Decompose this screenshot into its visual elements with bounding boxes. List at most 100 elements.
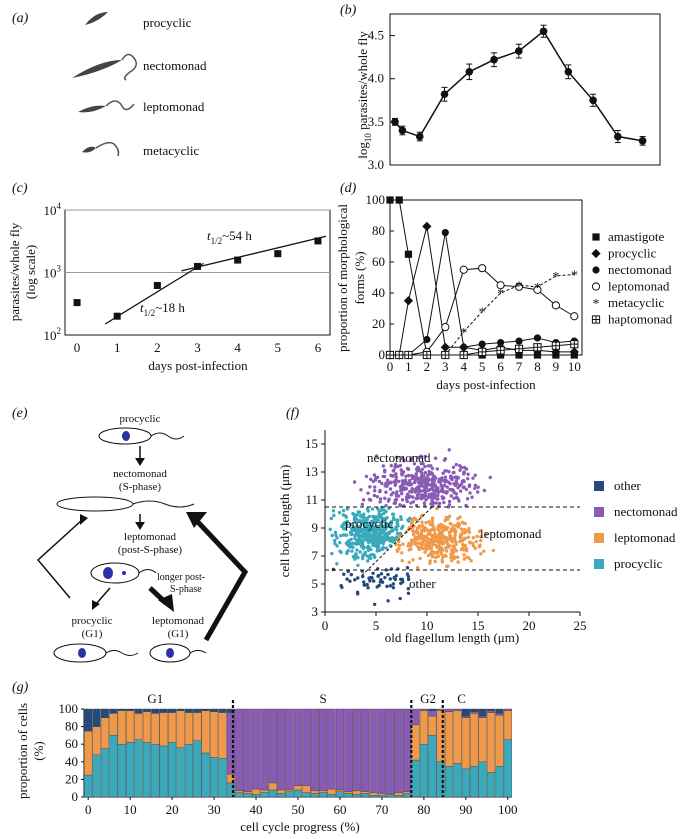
panel-g-bar-procyclic [117, 744, 126, 798]
legend-label-procyclic: procyclic [608, 246, 657, 261]
panel-f-point-leptomonad [441, 555, 445, 559]
panel-g-bar-other [151, 708, 160, 714]
legend-marker-nectomonad [592, 266, 600, 274]
panel-g-bar-nectomonad [461, 715, 470, 718]
panel-f-point-leptomonad [434, 536, 438, 540]
panel-f-point-other [386, 599, 390, 603]
legend-label-procyclic: procyclic [614, 556, 663, 571]
procyclic-cell-icon [85, 12, 108, 25]
panel-d-point-amastigote [515, 351, 523, 359]
panel-d-xtick-label: 8 [534, 359, 541, 374]
leptomonad-cell-diagram [90, 562, 157, 584]
panel-f-point-nectomonad [393, 465, 397, 469]
panel-f-point-nectomonad [383, 470, 387, 474]
legend-label-other: other [614, 478, 641, 493]
panel-g-bar-other [428, 708, 437, 711]
panel-g-bar-procyclic [285, 791, 294, 798]
panel-f-point-procyclic [371, 536, 375, 540]
panel-g-xtick-label: 90 [459, 802, 472, 817]
panel-f-point-procyclic [342, 520, 347, 525]
panel-g-bar-procyclic [243, 793, 252, 798]
form-label-metacyclic: metacyclic [143, 143, 200, 158]
panel-f-point-leptomonad [417, 547, 421, 552]
panel-f-point-procyclic [384, 546, 389, 550]
panel-f-point-procyclic [395, 521, 399, 525]
panel-f-point-procyclic [348, 522, 353, 527]
panel-f-point-procyclic [358, 550, 362, 554]
panel-f-point-nectomonad [473, 486, 477, 490]
panel-g-bar-nectomonad [344, 708, 353, 792]
panel-f-point-procyclic [350, 549, 354, 553]
panel-f-point-leptomonad [448, 538, 452, 542]
panel-g-bar-procyclic [151, 744, 160, 798]
panel-f-point-other [372, 602, 377, 607]
panel-b-point [490, 55, 498, 64]
panel-f-point-procyclic [348, 542, 352, 547]
panel-f-point-leptomonad [430, 516, 435, 520]
panel-f-point-leptomonad [449, 552, 453, 556]
panel-f-point-nectomonad [452, 496, 456, 500]
panel-g-bar-procyclic [495, 766, 504, 798]
panel-f-point-leptomonad [471, 543, 476, 548]
panel-f-points [328, 448, 495, 607]
panel-g-bar-procyclic [344, 793, 353, 798]
panel-f-point-nectomonad [442, 458, 447, 462]
panel-g-bar-other [168, 708, 177, 713]
panel-d-point-haptomonad-cross [496, 346, 505, 354]
panel-f-point-nectomonad [430, 487, 435, 491]
panel-f-point-leptomonad [484, 532, 488, 537]
legend-marker-leptomonad [591, 282, 601, 291]
panel-f-point-leptomonad [461, 542, 465, 547]
panel-f-point-nectomonad [359, 488, 363, 492]
panel-g-bar-nectomonad [319, 708, 328, 792]
panel-f-point-procyclic [366, 530, 371, 535]
panel-f: (f) cell body length (μm) old flagellum … [277, 406, 678, 645]
diagram-leptomonad-label: leptomonad [124, 531, 176, 543]
panel-c-point [274, 250, 282, 258]
panel-d-xtick-label: 3 [442, 359, 449, 374]
panel-f-point-nectomonad [352, 480, 357, 484]
panel-f-point-procyclic [389, 523, 393, 527]
panel-f-point-procyclic [354, 542, 358, 546]
panel-f-point-nectomonad [420, 476, 424, 481]
panel-g-bar-other [193, 708, 202, 713]
panel-g-bar-procyclic [134, 739, 143, 798]
panel-f-point-leptomonad [407, 560, 411, 565]
panel-f-point-other [385, 584, 389, 589]
diagram-g1-label-a: (G1) [82, 628, 103, 640]
panel-g-bar-other [84, 708, 93, 732]
panel-f-point-procyclic [333, 541, 337, 546]
panel-f-point-procyclic [359, 530, 364, 534]
panel-f-point-nectomonad [375, 494, 380, 499]
panel-f-point-nectomonad [430, 466, 435, 471]
panel-f-point-leptomonad [437, 529, 442, 534]
panel-f-point-leptomonad [444, 549, 449, 553]
half-life-annotation-54h: t1/2~54 h [207, 228, 252, 246]
panel-f-point-nectomonad [451, 465, 456, 469]
panel-f-point-leptomonad [415, 566, 420, 570]
panel-f-point-leptomonad [420, 523, 425, 528]
panel-f-point-leptomonad [439, 534, 444, 538]
panel-f-point-other [371, 571, 375, 575]
panel-f-point-nectomonad [429, 502, 433, 506]
panel-f-point-nectomonad [396, 464, 400, 469]
panel-d-point-haptomonad-cross [570, 340, 578, 348]
loop-arrow-procyclic-to-nectomonad [36, 519, 83, 599]
panel-f-point-procyclic [385, 524, 389, 529]
panel-f-point-procyclic [377, 514, 381, 519]
panel-g-bar-leptomonad [151, 713, 160, 745]
panel-f-point-leptomonad [427, 541, 431, 546]
panel-d-point-haptomonad-cross [441, 351, 449, 359]
panel-f-point-leptomonad [443, 527, 447, 531]
panel-f-point-other [391, 585, 396, 590]
panel-f-point-leptomonad [466, 535, 471, 539]
panel-f-point-nectomonad [424, 498, 428, 502]
panel-f-point-nectomonad [435, 467, 440, 471]
panel-g-bar-other [126, 708, 135, 711]
panel-f-point-nectomonad [459, 465, 464, 470]
panel-f-point-other [388, 584, 393, 588]
panel-f-point-other [366, 586, 370, 590]
panel-g-bar-procyclic [361, 793, 370, 798]
panel-f-point-nectomonad [388, 487, 393, 491]
panel-f-point-leptomonad [410, 517, 415, 522]
